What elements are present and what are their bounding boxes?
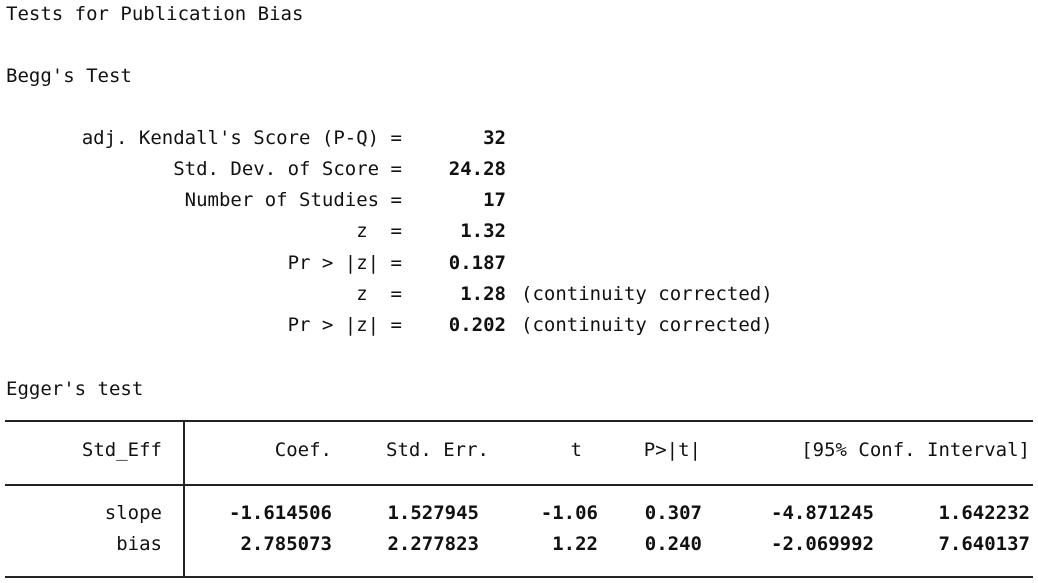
begg-value-z: 1.32	[460, 220, 506, 242]
egger-header-t: t	[570, 439, 582, 461]
egger-cell-coef: 2.785073	[240, 533, 332, 555]
begg-label-z: z =	[356, 220, 402, 242]
begg-note-pr-z-corrected: (continuity corrected)	[521, 314, 773, 336]
begg-value-pr-z-corrected: 0.202	[448, 314, 506, 336]
begg-label-num-studies: Number of Studies =	[184, 189, 402, 211]
begg-value-std-dev: 24.28	[448, 158, 506, 180]
egger-cell-t: -1.06	[540, 502, 598, 524]
egger-cell-ci-low: -2.069992	[771, 533, 874, 555]
egger-cell-ci-high: 7.640137	[938, 533, 1030, 555]
egger-cell-ci-high: 1.642232	[938, 502, 1030, 524]
egger-cell-coef: -1.614506	[229, 502, 332, 524]
egger-cell-std-err: 1.527945	[387, 502, 479, 524]
egger-table-bottom-rule	[5, 576, 1033, 578]
egger-row-name: slope	[104, 502, 162, 524]
egger-header-std-err: Std. Err.	[386, 439, 489, 461]
begg-value-pr-z: 0.187	[448, 252, 506, 274]
begg-value-z-corrected: 1.28	[460, 283, 506, 305]
egger-cell-ci-low: -4.871245	[771, 502, 874, 524]
begg-label-pr-z-corrected: Pr > |z| =	[287, 314, 402, 336]
egger-cell-t: 1.22	[552, 533, 598, 555]
egger-cell-p: 0.307	[644, 502, 702, 524]
begg-value-kendall-score: 32	[483, 127, 506, 149]
egger-header-conf-interval: [95% Conf. Interval]	[801, 439, 1030, 461]
egger-header-coef: Coef.	[274, 439, 332, 461]
begg-label-z-corrected: z =	[356, 283, 402, 305]
egger-heading: Egger's test	[6, 378, 144, 400]
begg-note-z-corrected: (continuity corrected)	[521, 283, 773, 305]
begg-heading: Begg's Test	[6, 65, 132, 87]
begg-label-pr-z: Pr > |z| =	[287, 252, 402, 274]
begg-label-kendall-score: adj. Kendall's Score (P-Q) =	[81, 127, 402, 149]
page-title: Tests for Publication Bias	[6, 3, 304, 25]
egger-header-p: P>|t|	[643, 439, 701, 461]
egger-cell-std-err: 2.277823	[387, 533, 479, 555]
egger-header-std-eff: Std_Eff	[81, 439, 162, 461]
begg-value-num-studies: 17	[483, 189, 506, 211]
begg-label-std-dev: Std. Dev. of Score =	[173, 158, 402, 180]
egger-table-header-rule	[5, 484, 1033, 486]
egger-cell-p: 0.240	[644, 533, 702, 555]
egger-table-column-divider	[183, 420, 185, 576]
egger-row-name: bias	[116, 533, 162, 555]
egger-table-top-rule	[5, 420, 1033, 422]
